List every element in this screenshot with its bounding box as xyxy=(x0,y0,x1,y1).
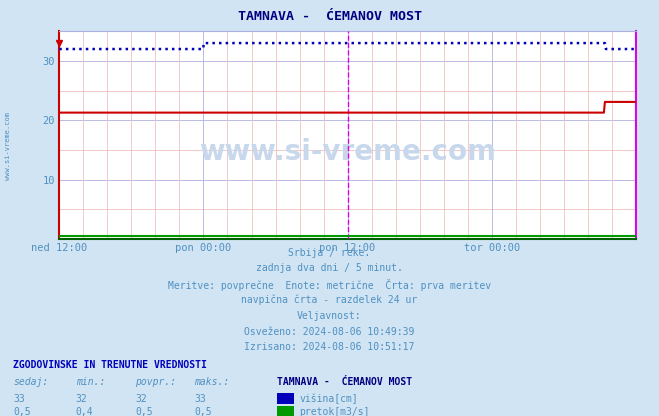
Text: Veljavnost:: Veljavnost: xyxy=(297,311,362,321)
Text: min.:: min.: xyxy=(76,377,105,387)
Text: Osveženo: 2024-08-06 10:49:39: Osveženo: 2024-08-06 10:49:39 xyxy=(244,327,415,337)
Text: zadnja dva dni / 5 minut.: zadnja dva dni / 5 minut. xyxy=(256,263,403,273)
Text: Meritve: povprečne  Enote: metrične  Črta: prva meritev: Meritve: povprečne Enote: metrične Črta:… xyxy=(168,279,491,291)
Text: www.si-vreme.com: www.si-vreme.com xyxy=(199,138,496,166)
Text: 0,4: 0,4 xyxy=(76,407,94,416)
Text: sedaj:: sedaj: xyxy=(13,377,48,387)
Text: 32: 32 xyxy=(76,394,88,404)
Text: maks.:: maks.: xyxy=(194,377,229,387)
Text: 32: 32 xyxy=(135,394,147,404)
Text: TAMNAVA -  ĆEMANOV MOST: TAMNAVA - ĆEMANOV MOST xyxy=(237,10,422,23)
Text: 0,5: 0,5 xyxy=(13,407,31,416)
Text: 0,5: 0,5 xyxy=(194,407,212,416)
Text: www.si-vreme.com: www.si-vreme.com xyxy=(5,111,11,180)
Text: 33: 33 xyxy=(13,394,25,404)
Text: Srbija / reke.: Srbija / reke. xyxy=(289,248,370,258)
Text: Izrisano: 2024-08-06 10:51:17: Izrisano: 2024-08-06 10:51:17 xyxy=(244,342,415,352)
Text: ZGODOVINSKE IN TRENUTNE VREDNOSTI: ZGODOVINSKE IN TRENUTNE VREDNOSTI xyxy=(13,360,207,370)
Text: navpična črta - razdelek 24 ur: navpična črta - razdelek 24 ur xyxy=(241,295,418,305)
Text: pretok[m3/s]: pretok[m3/s] xyxy=(299,407,370,416)
Text: povpr.:: povpr.: xyxy=(135,377,176,387)
Text: 33: 33 xyxy=(194,394,206,404)
Text: višina[cm]: višina[cm] xyxy=(299,394,358,404)
Text: TAMNAVA -  ĆEMANOV MOST: TAMNAVA - ĆEMANOV MOST xyxy=(277,377,412,387)
Text: 0,5: 0,5 xyxy=(135,407,153,416)
